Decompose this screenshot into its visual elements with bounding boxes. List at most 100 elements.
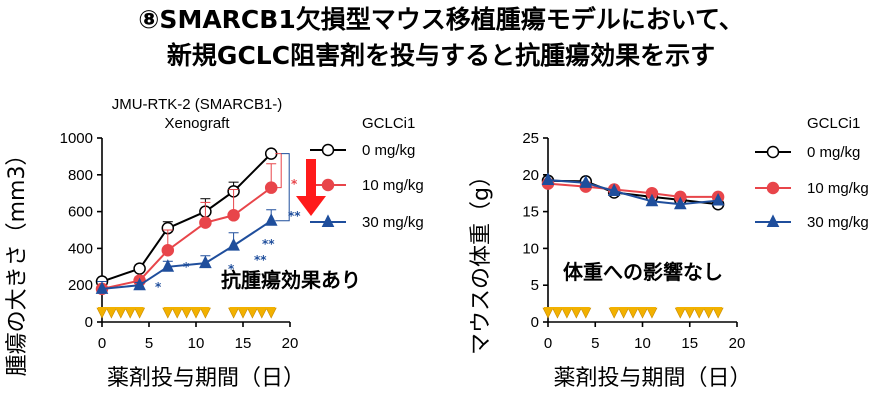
c1-legend-label: 0 mg/kg: [362, 142, 415, 159]
c2-dosing-marker: [580, 307, 592, 319]
c1-series-line-2: [101, 219, 272, 290]
c2-x-axis-label: 薬剤投与期間（日）: [553, 366, 751, 391]
c2-dosing-marker: [693, 307, 705, 319]
c1-x-tick-label: 20: [282, 335, 299, 352]
c1-y-tick-label: 0: [85, 314, 93, 331]
c1-data-point: [199, 216, 212, 229]
c2-data-point: [541, 172, 555, 185]
c2-data-point: [579, 175, 593, 188]
c1-data-point: [161, 259, 175, 272]
c2-data-point: [607, 183, 621, 196]
c2-legend-title: GCLCi1: [807, 115, 860, 132]
c1-y-tick-label: 600: [68, 204, 93, 221]
c1-data-point: [133, 262, 146, 275]
c2-x-tick-label: 15: [681, 335, 698, 352]
c2-dosing-marker: [561, 307, 573, 319]
c1-y-axis-label: 腫瘍の大きさ（mm3）: [5, 144, 30, 377]
c2-dosing-marker: [637, 307, 648, 319]
c2-y-tick-label: 25: [522, 130, 539, 147]
c1-dosing-marker: [190, 307, 202, 319]
c2-dosing-marker: [646, 307, 658, 319]
c1-y-tick-label: 400: [68, 240, 93, 257]
c1-dosing-marker: [265, 307, 277, 319]
c1-x-tick-label: 10: [188, 335, 205, 352]
c1-data-point: [199, 255, 212, 269]
c1-y-tick-label: 200: [68, 277, 93, 294]
c2-series-line-2: [547, 178, 719, 206]
c1-x-tick-label: 0: [98, 335, 106, 352]
c1-dosing-marker: [199, 307, 211, 319]
c2-y-tick-label: 0: [531, 314, 539, 331]
c2-dosing-marker: [570, 307, 582, 319]
c1-significance-mark: *: [291, 177, 298, 191]
c1-y-tick-label: 1000: [60, 130, 93, 147]
c1-significance-mark: **: [262, 237, 275, 251]
c2-y-axis-label: マウスの体重（g）: [469, 165, 494, 355]
c1-series-line-1: [101, 186, 272, 290]
c2-y-tick-label: 15: [522, 204, 539, 221]
c1-sig-bracket-blue: [275, 153, 290, 222]
c2-legend-label: 10 mg/kg: [807, 180, 869, 197]
c1-dosing-marker: [124, 307, 136, 319]
c1-data-point: [264, 213, 278, 226]
c1-x-tick-label: 5: [145, 335, 153, 352]
c2-data-point: [645, 193, 659, 207]
c2-dosing-marker: [542, 307, 554, 319]
c2-dosing-marker: [703, 307, 715, 319]
c1-data-point: [227, 238, 240, 251]
c1-subtitle-line-2: Xenograft: [164, 115, 230, 132]
title-line-1: ⑧SMARCB1欠損型マウス移植腫瘍モデルにおいて、: [138, 5, 744, 34]
c1-dosing-marker: [237, 307, 249, 319]
c2-dosing-marker: [684, 307, 696, 319]
c2-x-tick-label: 5: [591, 335, 599, 352]
c1-legend-marker: [321, 143, 335, 157]
c1-legend-label: 30 mg/kg: [362, 214, 424, 231]
c1-significance-mark: *: [155, 280, 162, 294]
c1-annotation: 抗腫瘍効果あり: [221, 268, 361, 292]
c1-dosing-marker: [246, 307, 258, 319]
c1-data-point: [161, 243, 175, 257]
c1-significance-mark: *: [183, 260, 190, 274]
c2-dosing-marker: [551, 307, 563, 319]
c2-y-tick-label: 20: [522, 167, 539, 184]
c1-legend-title: GCLCi1: [362, 115, 415, 132]
c1-dosing-marker: [162, 307, 174, 319]
c2-annotation: 体重への影響なし: [563, 260, 723, 284]
c1-significance-mark: **: [254, 253, 267, 267]
c1-dosing-marker: [134, 307, 146, 319]
c2-dosing-marker: [627, 307, 639, 319]
c2-series-line-0: [547, 179, 719, 206]
c2-dosing-marker: [608, 307, 620, 319]
c2-legend-label: 0 mg/kg: [807, 144, 860, 161]
c1-data-point: [227, 209, 240, 222]
c1-dosing-marker: [115, 307, 127, 319]
c1-dosing-marker: [228, 307, 240, 319]
c2-legend-marker: [766, 145, 780, 159]
c2-dosing-marker: [712, 307, 724, 319]
c2-x-tick-label: 20: [729, 335, 746, 352]
c1-data-point: [264, 147, 278, 160]
c1-dosing-marker: [181, 307, 193, 319]
c1-dosing-marker: [105, 307, 117, 319]
c2-dosing-marker: [618, 307, 630, 319]
c2-legend-marker: [766, 214, 780, 227]
c1-x-tick-label: 15: [235, 335, 252, 352]
c2-x-tick-label: 0: [544, 335, 552, 352]
c1-data-point: [133, 277, 146, 291]
c1-data-point: [95, 281, 109, 294]
c2-y-tick-label: 5: [531, 277, 539, 294]
c2-y-tick-label: 10: [522, 240, 539, 257]
c1-data-point: [264, 181, 278, 194]
c1-dosing-marker: [96, 307, 108, 319]
c1-x-axis-label: 薬剤投与期間（日）: [107, 366, 305, 391]
c2-data-point: [711, 192, 725, 206]
c1-legend-marker: [321, 214, 335, 227]
c1-suppression-arrow: [296, 159, 326, 216]
c1-y-tick-label: 800: [68, 167, 93, 184]
c1-dosing-marker: [256, 307, 268, 319]
c2-series-line-1: [547, 182, 719, 198]
c1-significance-mark: *: [228, 262, 235, 276]
c1-dosing-marker: [171, 307, 183, 319]
c1-significance-mark: **: [288, 209, 301, 223]
c1-sig-bracket-red: [275, 153, 282, 189]
